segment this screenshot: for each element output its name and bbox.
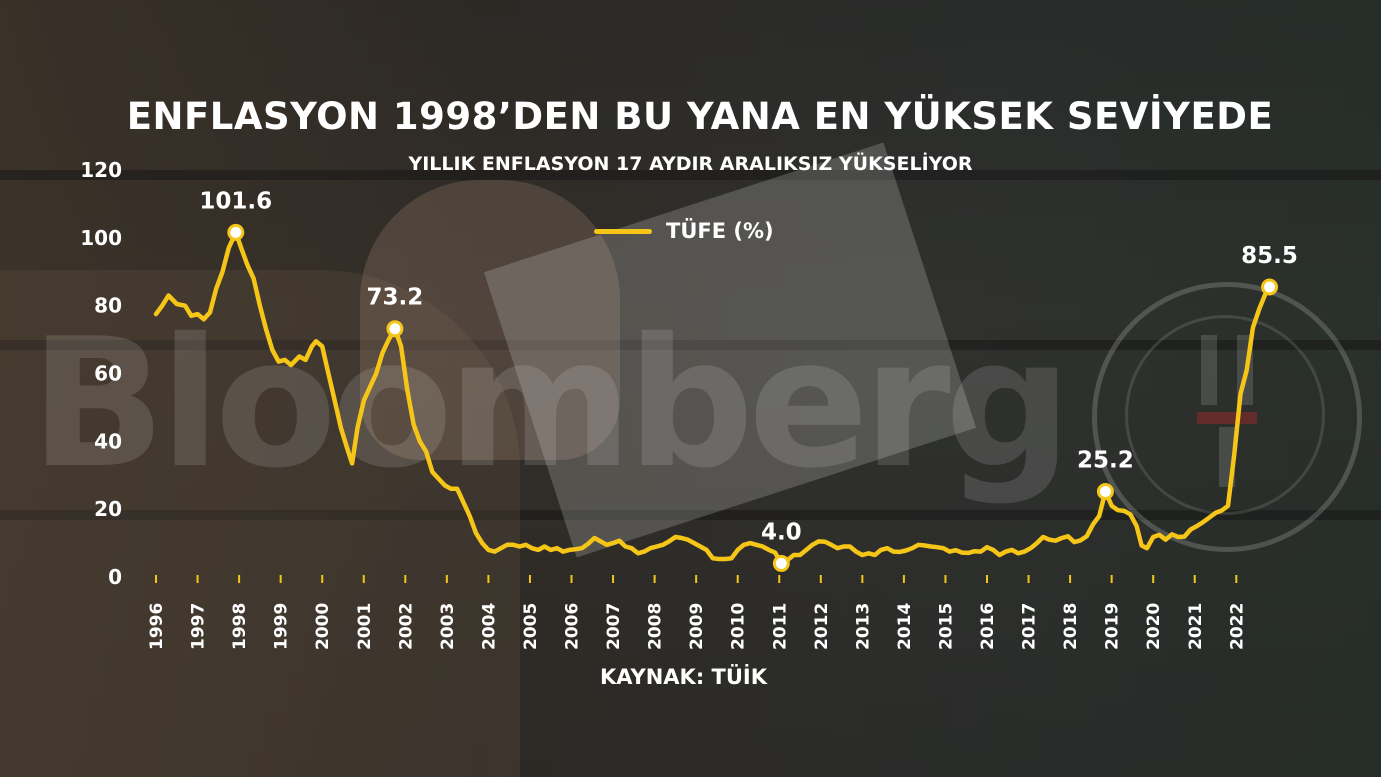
- x-tick-label: 2004: [479, 603, 499, 650]
- x-tick-label: 1997: [189, 603, 209, 650]
- series-line-tufe: [153, 230, 1272, 566]
- jacket-shape: [0, 270, 520, 777]
- data-label: 101.6: [199, 188, 272, 214]
- peak-point: [386, 320, 404, 338]
- x-tick-label: 2000: [313, 603, 333, 650]
- y-tick-label: 40: [94, 429, 122, 453]
- bloomberg-watermark: Bloomberg: [30, 300, 1072, 507]
- x-tick-label: 2012: [812, 603, 832, 650]
- x-tick-label: 2020: [1144, 603, 1164, 650]
- y-tick-label: 20: [94, 497, 122, 521]
- x-tick-label: 2021: [1186, 603, 1206, 650]
- x-tick-label: 1998: [230, 603, 250, 650]
- peak-point: [1096, 483, 1114, 501]
- x-tick-label: 2018: [1061, 603, 1081, 650]
- data-label: 85.5: [1241, 243, 1298, 269]
- peak-point: [1261, 278, 1279, 296]
- x-tick-label: 2014: [895, 603, 915, 650]
- chart-title: ENFLASYON 1998’DEN BU YANA EN YÜKSEK SEV…: [126, 95, 1274, 138]
- hand-shape: [360, 180, 620, 460]
- legend: TÜFE (%): [594, 216, 774, 246]
- shelf-decoration: [0, 170, 1381, 180]
- y-tick-label: 120: [80, 158, 122, 182]
- data-label: 4.0: [761, 519, 802, 545]
- peak-markers: 101.6 73.2 4.0 25.2 85.5: [199, 188, 1298, 572]
- x-tick-label: 2005: [521, 603, 541, 650]
- x-tick-label: 2001: [355, 603, 375, 650]
- x-tick-label: 2002: [396, 603, 416, 650]
- source-note: KAYNAK: TÜİK: [600, 665, 767, 689]
- legend-swatch: [594, 228, 652, 234]
- y-axis: 0 20 40 60 80 100 120: [80, 158, 122, 589]
- y-tick-label: 60: [94, 362, 122, 386]
- x-tick-label: 2017: [1020, 603, 1040, 650]
- x-tick-label: 1996: [147, 603, 167, 650]
- peak-point: [227, 223, 245, 241]
- x-tick-label: 2013: [853, 603, 873, 650]
- data-label: 25.2: [1077, 448, 1134, 474]
- x-tick-label: 2003: [438, 603, 458, 650]
- x-tick-label: 2006: [563, 603, 583, 650]
- x-tick-label: 2009: [687, 603, 707, 650]
- shelf-decoration: [0, 510, 1381, 520]
- shelf-decoration: [0, 340, 1381, 350]
- y-tick-label: 80: [94, 294, 122, 318]
- x-tick-label: 2010: [729, 603, 749, 650]
- data-label: 73.2: [367, 285, 424, 311]
- y-tick-label: 0: [108, 565, 122, 589]
- x-tick-label: 1999: [272, 603, 292, 650]
- legend-label: TÜFE (%): [666, 219, 774, 243]
- peak-point: [772, 554, 790, 572]
- x-axis: 1996 1997 1998 1999 2000 2001 2002 2003 2004 2005…: [147, 575, 1247, 650]
- x-tick-label: 2007: [604, 603, 624, 650]
- x-tick-label: 2008: [646, 603, 666, 650]
- x-tick-label: 2016: [978, 603, 998, 650]
- x-tick-label: 2019: [1103, 603, 1123, 650]
- x-tick-label: 2022: [1227, 603, 1247, 650]
- x-tick-label: 2015: [936, 603, 956, 650]
- chart-subtitle: YILLIK ENFLASYON 17 AYDIR ARALIKSIZ YÜKS…: [408, 153, 973, 175]
- x-tick-label: 2011: [770, 603, 790, 650]
- y-tick-label: 100: [80, 226, 122, 250]
